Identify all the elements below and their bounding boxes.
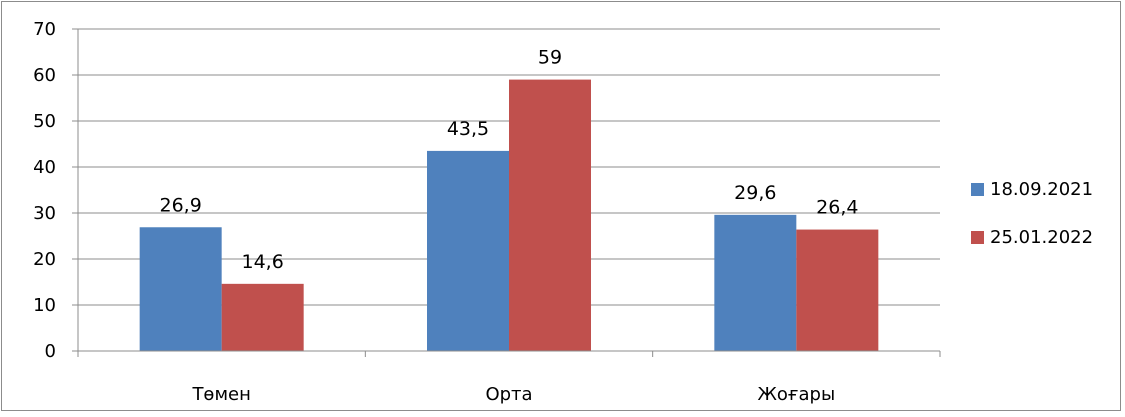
x-category-label: Орта	[485, 384, 532, 405]
bar	[796, 229, 879, 351]
y-tick-label: 20	[33, 249, 56, 270]
legend: 18.09.2021 25.01.2022	[971, 179, 1093, 248]
bar	[427, 150, 509, 351]
data-label: 26,4	[816, 197, 858, 219]
legend-label: 18.09.2021	[990, 179, 1093, 200]
axes: 0 10 20 30 40 50 60 70 Төмен Орта Жоғары	[33, 19, 941, 405]
x-category-label: Төмен	[191, 384, 250, 405]
y-tick-label: 60	[33, 65, 56, 86]
x-category-label: Жоғары	[757, 384, 835, 405]
legend-swatch	[971, 183, 984, 196]
legend-label: 25.01.2022	[990, 227, 1093, 248]
data-label: 43,5	[447, 118, 489, 140]
data-label: 14,6	[242, 251, 284, 273]
bars	[139, 79, 879, 351]
y-tick-label: 70	[33, 19, 56, 40]
data-label: 29,6	[734, 182, 776, 204]
bar	[221, 283, 304, 351]
bar	[139, 227, 222, 351]
y-tick-label: 50	[33, 111, 56, 132]
y-tick-label: 0	[45, 341, 56, 362]
y-tick-label: 10	[33, 295, 56, 316]
legend-swatch	[971, 231, 984, 244]
chart-frame: 0 10 20 30 40 50 60 70 Төмен Орта Жоғары 26,9 14,6 4…	[1, 1, 1121, 411]
bar	[714, 214, 797, 351]
data-labels: 26,9 14,6 43,5 59 29,6 26,4	[160, 47, 859, 273]
y-tick-label: 40	[33, 157, 56, 178]
bar	[509, 79, 591, 351]
data-label: 26,9	[160, 194, 202, 216]
data-label: 59	[538, 47, 562, 69]
y-tick-label: 30	[33, 203, 56, 224]
